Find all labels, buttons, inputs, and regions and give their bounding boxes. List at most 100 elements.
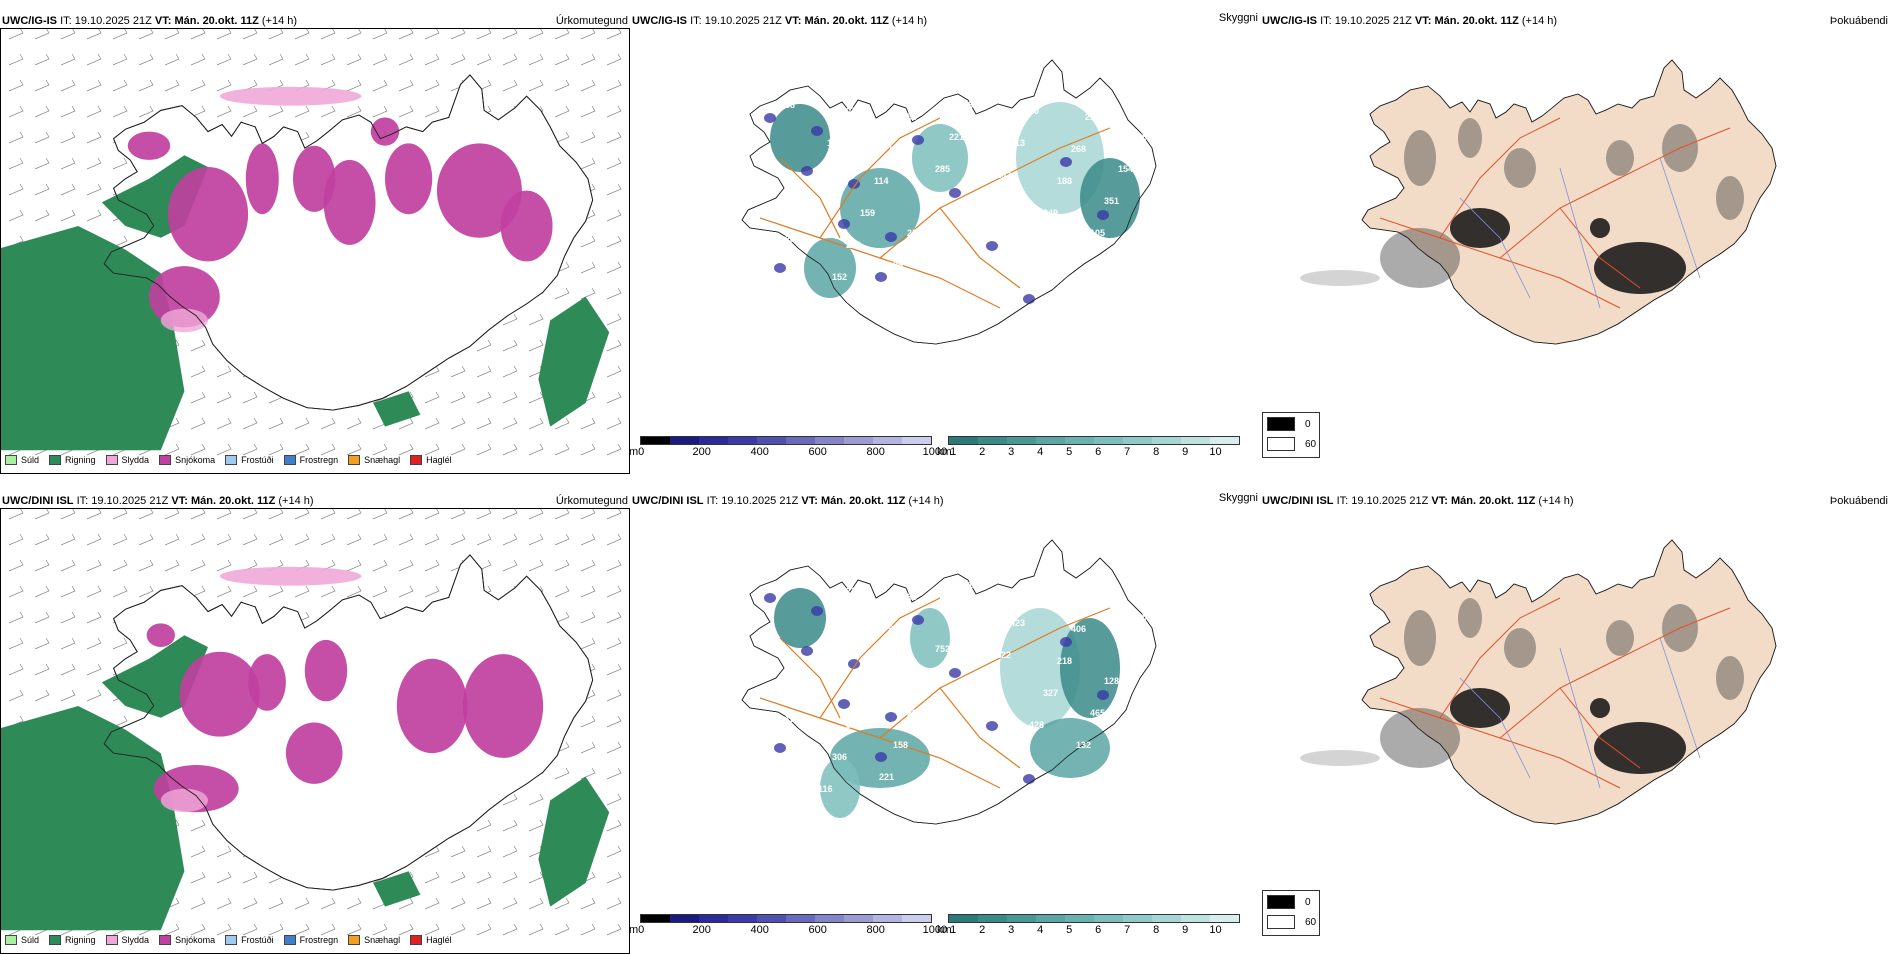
precip-type-map: Súld Rigning Slydda Snjókoma Frostúði Frostre… <box>0 28 630 474</box>
colorbar-tick-label: 5 <box>1066 446 1073 458</box>
legend-label: Slydda <box>121 455 150 465</box>
panel-type-label: Úrkomutegund <box>555 15 628 27</box>
vis-value-label: 428 <box>1029 720 1044 730</box>
colorbar-cell-0 <box>641 915 670 922</box>
colorbar-cell-0 <box>949 437 978 444</box>
legend-label: Súld <box>21 455 40 465</box>
colorbar-tick-label: 1 <box>950 924 957 936</box>
colorbar-cell-1 <box>670 437 699 444</box>
vis-value-label: 423 <box>1010 618 1025 628</box>
colorbar-strip <box>640 436 932 445</box>
legend-swatch <box>105 455 118 465</box>
fog-legend-top: 0 60 <box>1262 412 1320 458</box>
colorbar-tick-label: 2 <box>979 446 986 458</box>
vis-value-label: 285 <box>935 164 950 174</box>
vis-value-label: 188 <box>1118 644 1133 654</box>
vis-value-label: 197 <box>921 676 936 686</box>
colorbar-cell-6 <box>815 915 844 922</box>
colorbar-tick-label: 9 <box>1182 924 1189 936</box>
colorbar-tick-label: 2 <box>979 924 986 936</box>
vis-value-label: 543 <box>888 624 903 634</box>
vis-value-label: 336 <box>982 202 997 212</box>
colorbar-tick-label: 1000 <box>922 924 948 936</box>
fog-legend-swatch <box>1267 437 1295 451</box>
legend-swatch <box>49 455 62 465</box>
panel-header: UWC/DINI ISL IT: 19.10.2025 21Z VT: Mán.… <box>630 492 1260 508</box>
colorbar-unit: m <box>629 446 639 458</box>
legend-item-4: Frostúði <box>225 935 274 945</box>
fog-legend-label: 0 <box>1305 896 1311 908</box>
legend-label: Frostregn <box>299 455 339 465</box>
vis-value-label: 263 <box>846 240 861 250</box>
colorbar-cell-1 <box>978 437 1007 444</box>
colorbar-cell-0 <box>949 915 978 922</box>
legend-label: Snjókoma <box>175 935 216 945</box>
colorbar-cell-3 <box>728 437 757 444</box>
colorbar-tick-label: 7 <box>1124 924 1131 936</box>
vis-value-label: 557 <box>940 778 955 788</box>
legend-item-3: Snjókoma <box>159 935 215 945</box>
vis-value-label: 141 <box>1029 240 1044 250</box>
vis-value-label: 154 <box>1118 164 1133 174</box>
panel-type-label: Þokuábendi <box>1829 495 1888 507</box>
fog-panel-bottom: UWC/DINI ISL IT: 19.10.2025 21Z VT: Mán.… <box>1260 492 1890 954</box>
colorbar-tick-label: 400 <box>750 924 769 936</box>
colorbar-strip <box>640 914 932 923</box>
fog-legend-label: 60 <box>1305 916 1317 928</box>
vis-value-label: 36 <box>893 260 903 270</box>
colorbar-tick-label: 600 <box>808 446 827 458</box>
colorbar-cell-3 <box>728 915 757 922</box>
legend-item-3: Snjókoma <box>159 455 215 465</box>
panel-title: UWC/IG-IS IT: 19.10.2025 21Z VT: Mán. 20… <box>1262 15 1558 27</box>
colorbar-tick-label: 7 <box>1124 446 1131 458</box>
vis-value-label: 406 <box>1071 624 1086 634</box>
legend-swatch <box>159 935 172 945</box>
vis-value-label: 127 <box>827 618 842 628</box>
vis-value-label: 356 <box>902 112 917 122</box>
vis-value-label: 230 <box>1085 592 1100 602</box>
legend-swatch <box>410 455 423 465</box>
colorbar-cell-5 <box>786 915 815 922</box>
legend-swatch <box>283 935 296 945</box>
colorbar-tick-label: 1 <box>950 446 957 458</box>
vis-value-label: 189 <box>963 100 978 110</box>
vis-value-label: 306 <box>832 752 847 762</box>
colorbar-unit: km <box>937 924 952 936</box>
vis-value-label: 158 <box>893 740 908 750</box>
colorbar-cell-1 <box>670 915 699 922</box>
vis-value-label: 200 <box>1024 106 1039 116</box>
colorbar-strip <box>948 914 1240 923</box>
legend-label: Frostúði <box>241 455 274 465</box>
colorbar-tick-label: 4 <box>1037 446 1044 458</box>
panel-title: UWC/DINI ISL IT: 19.10.2025 21Z VT: Mán.… <box>1262 495 1574 507</box>
vis-value-label: 290 <box>799 682 814 692</box>
vis-value-label: 504 <box>949 612 964 622</box>
vis-value-label: 430 <box>921 196 936 206</box>
colorbar-cell-6 <box>1123 437 1152 444</box>
fog-legend-row-1: 60 <box>1267 915 1316 929</box>
legend-label: Frostúði <box>241 935 274 945</box>
fog-legend-swatch <box>1267 915 1295 929</box>
legend-item-2: Slydda <box>105 935 149 945</box>
panel-type-label: Þokuábendi <box>1829 15 1888 27</box>
fog-panel-top: UWC/IG-IS IT: 19.10.2025 21Z VT: Mán. 20… <box>1260 12 1890 474</box>
vis-value-label: 109 <box>1146 580 1161 590</box>
legend-item-4: Frostúði <box>225 455 274 465</box>
fog-map <box>1260 508 1890 954</box>
vis-value-label: 116 <box>818 784 833 794</box>
legend-label: Frostregn <box>299 935 339 945</box>
colorbar-cell-5 <box>1094 915 1123 922</box>
colorbar-tick-label: 3 <box>1008 924 1015 936</box>
colorbar-tick-label: 800 <box>866 924 885 936</box>
precip-type-panel-top: UWC/IG-IS IT: 19.10.2025 21Z VT: Mán. 20… <box>0 12 630 474</box>
vis-value-label: 218 <box>1057 656 1072 666</box>
colorbar-cell-2 <box>1007 437 1036 444</box>
vis-value-label: 281 <box>785 234 800 244</box>
vis-value-label: 465 <box>1090 708 1105 718</box>
panel-header: UWC/DINI ISL IT: 19.10.2025 21Z VT: Mán.… <box>1260 492 1890 508</box>
colorbar-cell-8 <box>873 437 902 444</box>
legend-label: Snæhagl <box>364 935 401 945</box>
colorbar-tick-label: 200 <box>692 446 711 458</box>
vis-value-label: 140 <box>888 144 903 154</box>
vis-value-label: 121 <box>841 586 856 596</box>
